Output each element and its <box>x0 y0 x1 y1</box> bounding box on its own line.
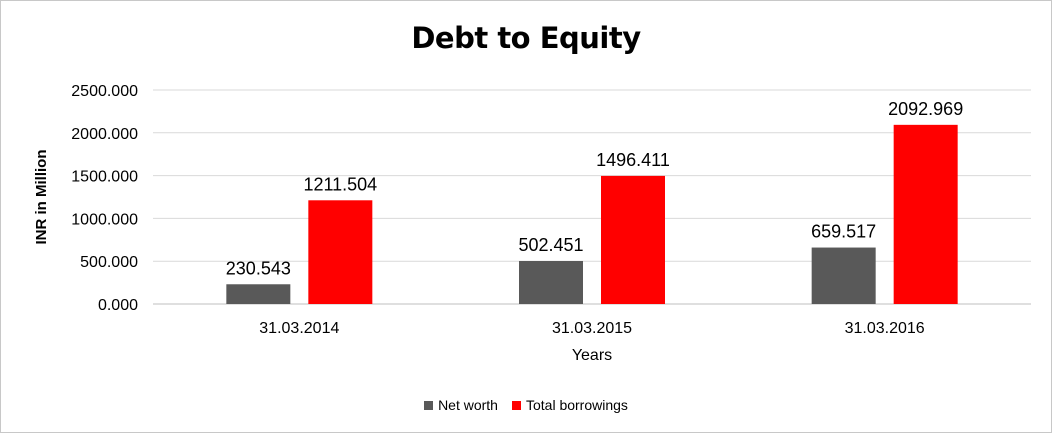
data-label: 1496.411 <box>596 150 670 170</box>
x-tick-label: 31.03.2016 <box>845 320 925 337</box>
x-tick-label: 31.03.2015 <box>552 320 632 337</box>
y-tick-label: 0.000 <box>98 297 138 314</box>
y-axis-title: INR in Million <box>33 150 50 245</box>
chart-title: Debt to Equity <box>411 21 641 55</box>
legend-label-net-worth: Net worth <box>438 397 498 413</box>
bar-net-worth <box>226 284 291 304</box>
chart-legend: Net worth Total borrowings <box>1 397 1051 413</box>
y-tick-label: 1000.000 <box>71 211 138 228</box>
y-tick-label: 2000.000 <box>71 126 138 143</box>
legend-label-total-borrowings: Total borrowings <box>525 397 628 413</box>
data-label: 2092.969 <box>888 99 963 119</box>
y-tick-label: 500.000 <box>80 254 138 271</box>
y-tick-label: 2500.000 <box>71 83 138 100</box>
legend-swatch-net-worth <box>424 400 434 410</box>
legend-item-net-worth: Net worth <box>424 397 498 413</box>
bar-total-borrowings <box>601 175 665 304</box>
legend-item-total-borrowings: Total borrowings <box>511 397 628 413</box>
x-axis-title: Years <box>572 347 612 364</box>
data-label: 1211.504 <box>303 174 377 194</box>
y-tick-label: 1500.000 <box>71 169 138 186</box>
x-tick-label: 31.03.2014 <box>259 320 339 337</box>
bar-net-worth <box>811 247 876 304</box>
data-label: 659.517 <box>811 222 876 242</box>
bar-total-borrowings <box>308 200 373 304</box>
data-label: 230.543 <box>226 258 291 278</box>
bar-total-borrowings <box>893 124 958 304</box>
legend-swatch-total-borrowings <box>511 400 521 410</box>
data-label: 502.451 <box>518 235 583 255</box>
bar-net-worth <box>519 260 583 304</box>
